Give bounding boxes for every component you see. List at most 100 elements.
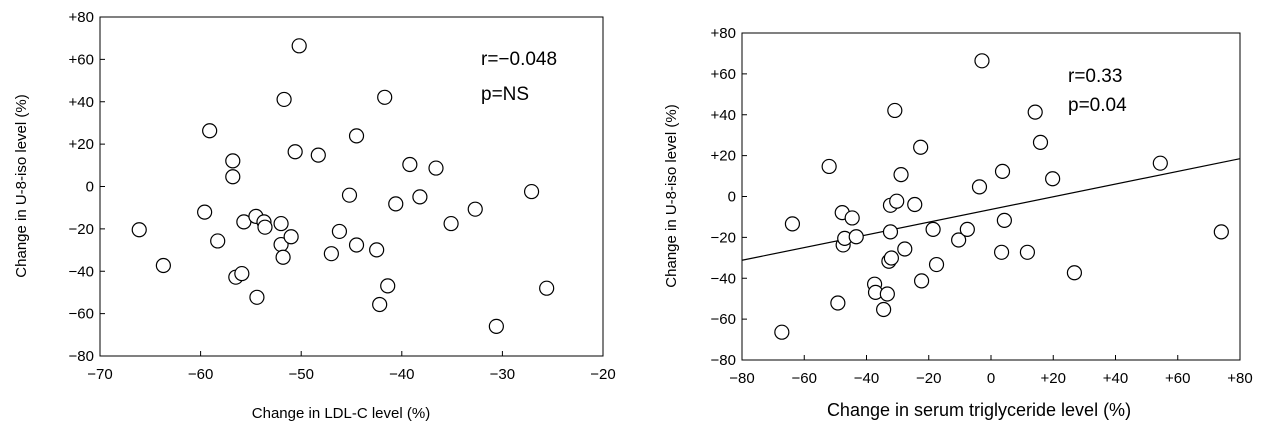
data-point [1152,155,1168,171]
data-point [412,189,428,205]
x-tick-label: −30 [490,366,515,383]
y-tick-label: +80 [69,9,94,26]
data-point [893,167,909,183]
data-point [291,38,307,54]
data-point [323,246,339,262]
x-tick-label: +60 [1165,370,1190,387]
x-tick-label: +40 [1103,370,1128,387]
data-point [928,256,945,273]
data-point [443,215,459,232]
y-tick-label: 0 [86,179,94,196]
data-point [774,324,790,340]
data-point [197,204,213,220]
x-tick-label: +80 [1227,370,1252,387]
x-tick-label: −40 [854,370,879,387]
x-tick-label: −40 [389,366,414,383]
data-point [876,301,892,318]
y-tick-label: −60 [711,311,736,328]
data-point [369,242,385,258]
p-value-label: p=NS [481,84,529,105]
data-point [249,289,265,305]
data-point [897,241,913,257]
x-tick-label: −70 [87,366,112,383]
data-point [234,265,250,282]
y-axis-label: Change in U-8-iso level (%) [663,104,680,287]
data-point [210,233,226,249]
data-point [882,224,899,240]
x-tick-label: −20 [916,370,941,387]
data-point [951,232,967,248]
axis-ticks: +80 +60 +40 +20 0 −20 −40 −60 −80−80 −60 −40 −20 0 +2… [711,25,1253,387]
y-tick-label: +80 [711,25,736,42]
correlation-label: r=0.33 [1068,66,1122,87]
y-tick-label: −80 [69,348,94,365]
y-tick-label: +60 [69,51,94,68]
x-tick-label: 0 [987,370,995,387]
y-tick-label: −40 [711,270,736,287]
x-axis-label: Change in serum triglyceride level (%) [827,400,1131,420]
data-point [784,216,801,232]
data-point [287,144,303,160]
x-tick-label: −80 [729,370,754,387]
data-point [377,89,393,105]
data-points [131,38,555,334]
data-point [341,187,358,203]
correlation-label: r=−0.048 [481,49,557,70]
y-tick-label: +60 [711,66,736,83]
data-point [225,153,241,169]
data-point [523,183,540,200]
data-point [428,160,444,176]
x-tick-label: −20 [590,366,615,383]
data-point [273,215,289,232]
data-point [1045,171,1061,187]
data-point [131,222,147,238]
data-point [225,169,241,185]
data-point [283,229,299,245]
data-point [372,296,388,313]
y-axis-label: Change in U-8-iso level (%) [13,94,30,277]
x-tick-label: −60 [188,366,213,383]
x-tick-label: −60 [792,370,817,387]
data-point [994,163,1011,179]
data-point [883,250,900,266]
data-point [1032,134,1049,150]
data-point [925,221,941,238]
y-tick-label: −20 [711,229,736,246]
data-point [388,196,404,212]
axis-ticks: +80 +60 +40 +20 0 −20 −40 −60 −80−70 −60 −50 −40 −30… [69,9,616,383]
regression-line [741,158,1241,261]
data-point [887,102,903,119]
data-point [402,156,418,173]
y-tick-label: +20 [69,136,94,153]
data-point [331,223,348,240]
data-point [348,128,365,144]
data-point [844,210,860,226]
data-point [971,179,988,195]
data-point [348,237,365,253]
data-point [1019,244,1036,260]
y-tick-label: +20 [711,148,736,165]
data-point [821,158,837,175]
y-tick-label: −40 [69,263,94,280]
plot-frame [741,32,1241,361]
data-point [959,221,975,238]
data-point [1213,224,1229,240]
data-point [275,249,291,265]
data-point [993,244,1010,260]
data-point [830,295,846,311]
scatter-chart-triglyceride: +80 +60 +40 +20 0 −20 −40 −60 −80−80 −60 −40 −20 0 +2… [663,25,1253,420]
data-point [913,273,930,289]
p-value-label: p=0.04 [1068,95,1127,116]
data-point [539,280,555,296]
x-tick-label: +20 [1041,370,1066,387]
y-tick-label: +40 [69,94,94,111]
scatter-chart-ldl: +80 +60 +40 +20 0 −20 −40 −60 −80−70 −60 −50 −40 −30… [13,9,616,422]
y-tick-label: −80 [711,352,736,369]
data-point [467,201,483,217]
x-axis-label: Change in LDL-C level (%) [252,405,430,422]
y-tick-label: −20 [69,221,94,238]
y-tick-label: −60 [69,306,94,323]
data-point [155,257,171,274]
data-point [257,219,273,235]
data-point [889,193,905,209]
